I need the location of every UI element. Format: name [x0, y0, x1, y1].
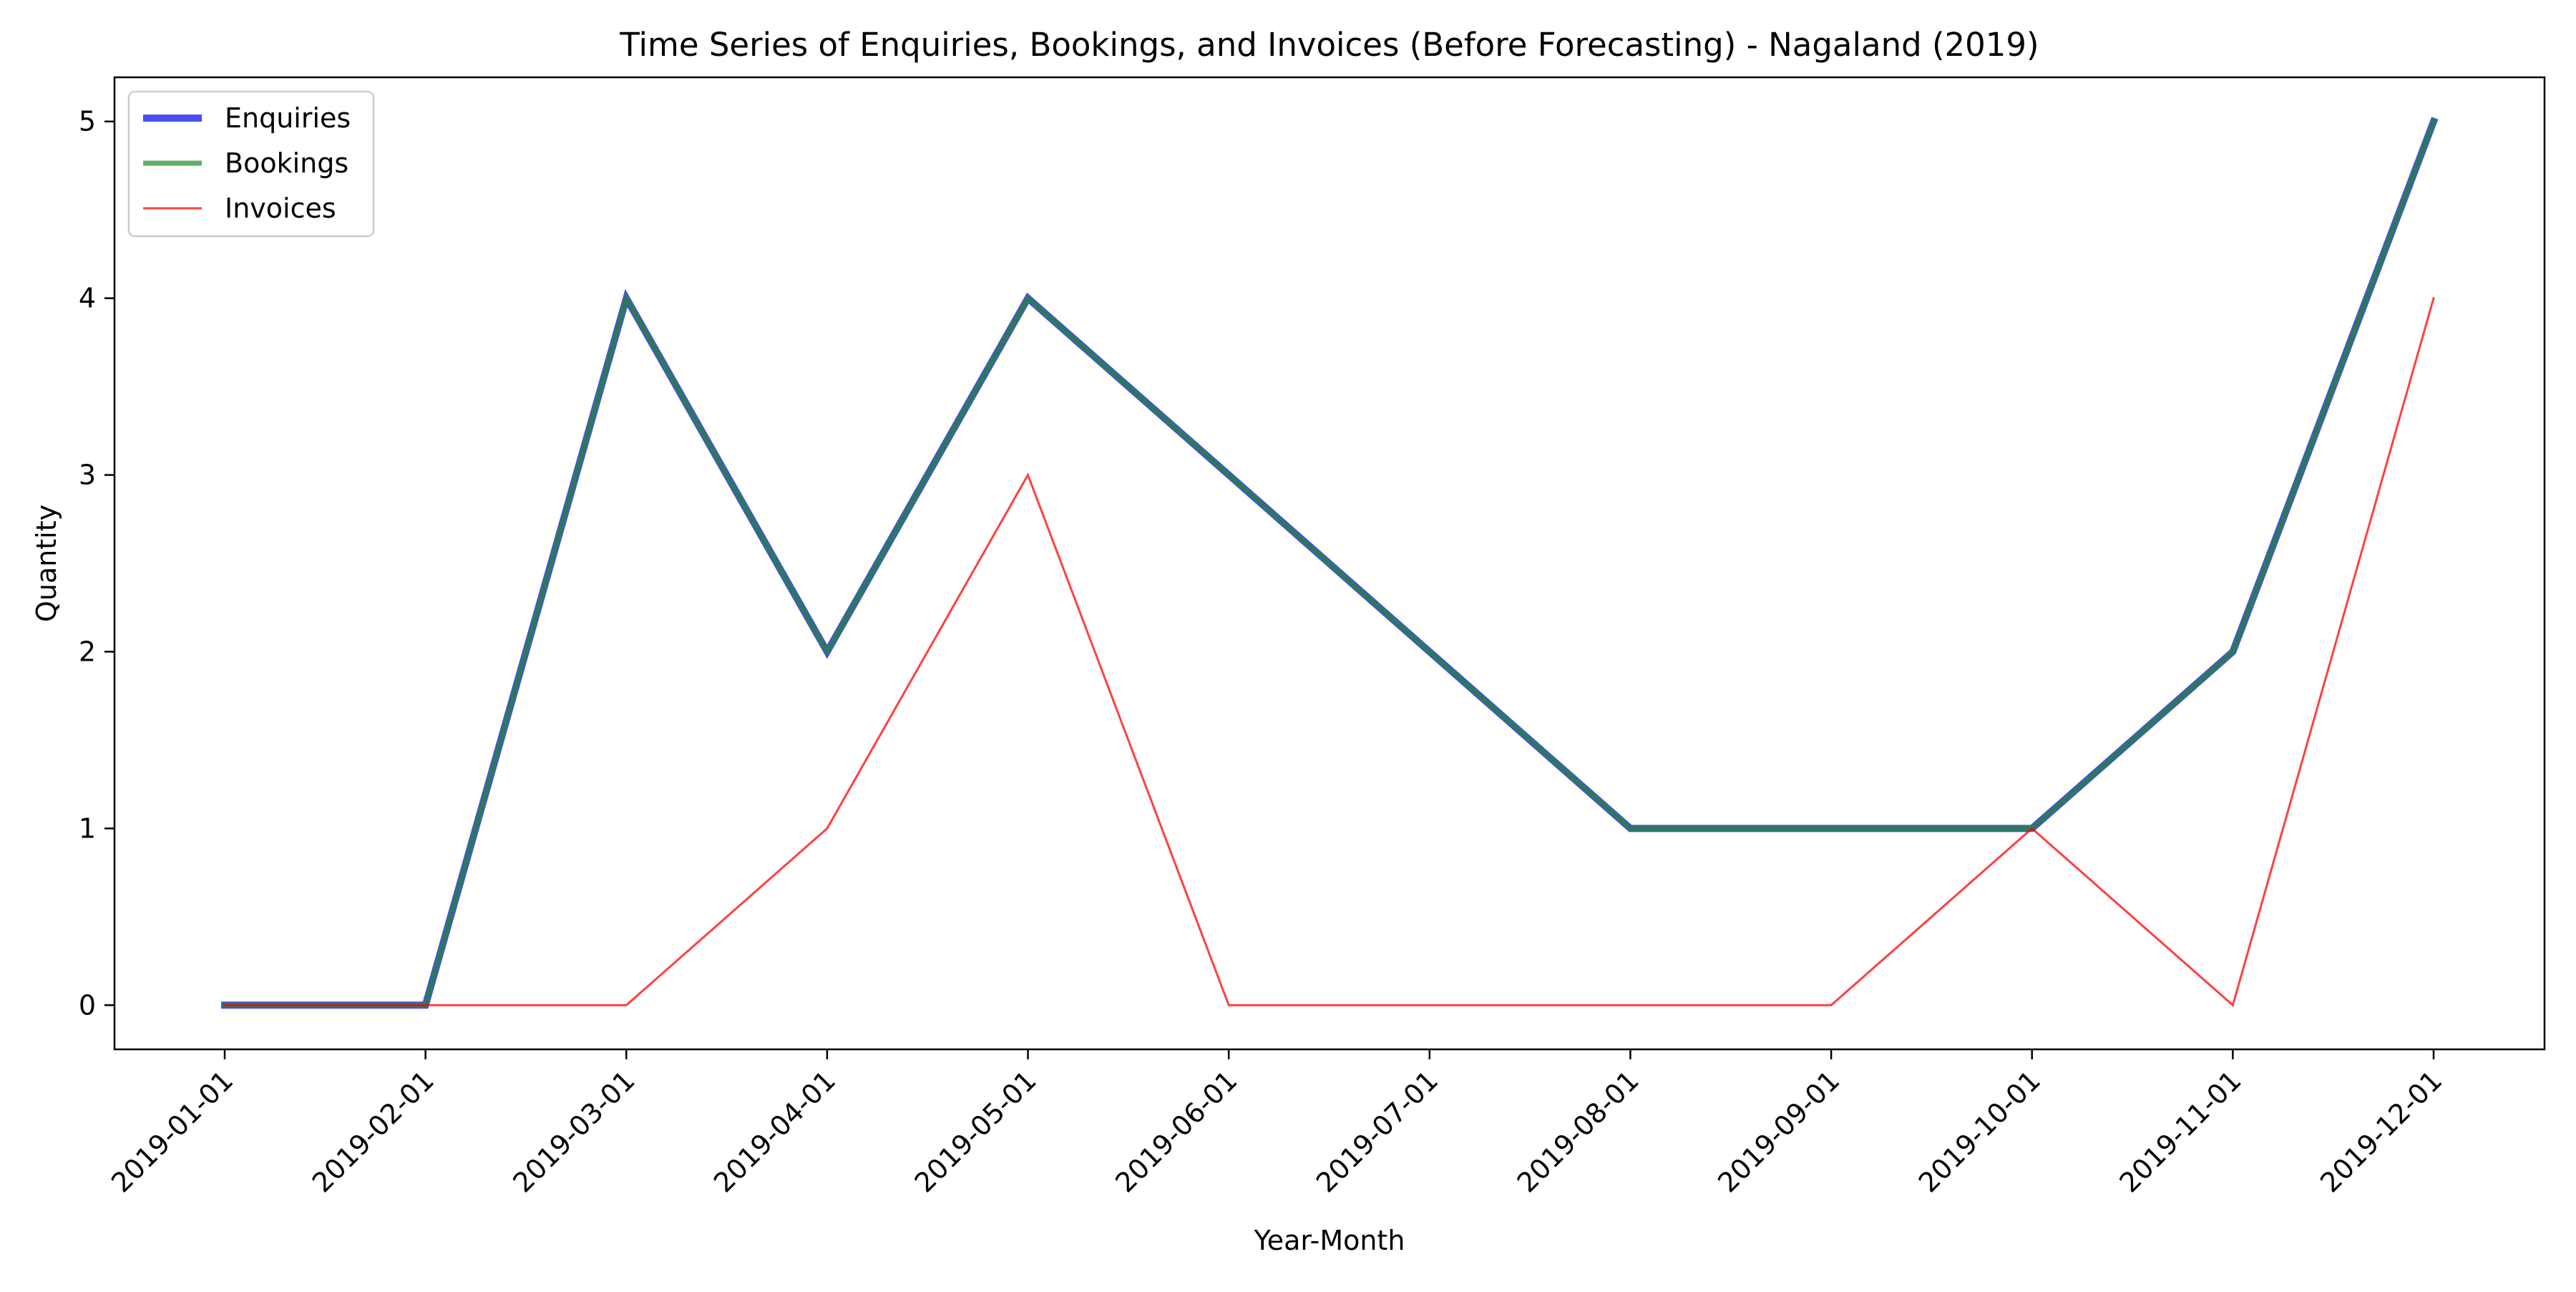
plot-series	[221, 117, 2439, 1009]
y-tick-label: 5	[79, 106, 96, 137]
y-axis-label: Quantity	[31, 505, 62, 622]
series-line-bookings	[222, 118, 2437, 1008]
y-axis: 0 1 2 3 4 5	[79, 106, 114, 1021]
series-line-invoices	[223, 296, 2435, 1007]
y-tick-label: 2	[79, 636, 96, 667]
y-tick-label: 3	[79, 460, 96, 491]
plot-frame	[113, 76, 2546, 1051]
y-tick-label: 0	[79, 989, 96, 1021]
y-tick-label: 1	[79, 812, 96, 844]
legend-box	[127, 90, 375, 238]
x-axis-label: Year-Month	[1254, 1225, 1405, 1256]
legend-label-bookings: Bookings	[225, 147, 348, 179]
legend-label-invoices: Invoices	[225, 193, 336, 224]
y-tick-label: 4	[79, 283, 96, 314]
chart-title: Time Series of Enquiries, Bookings, and …	[619, 26, 2039, 64]
legend: Enquiries Bookings Invoices	[127, 90, 375, 238]
legend-label-enquiries: Enquiries	[225, 102, 351, 134]
